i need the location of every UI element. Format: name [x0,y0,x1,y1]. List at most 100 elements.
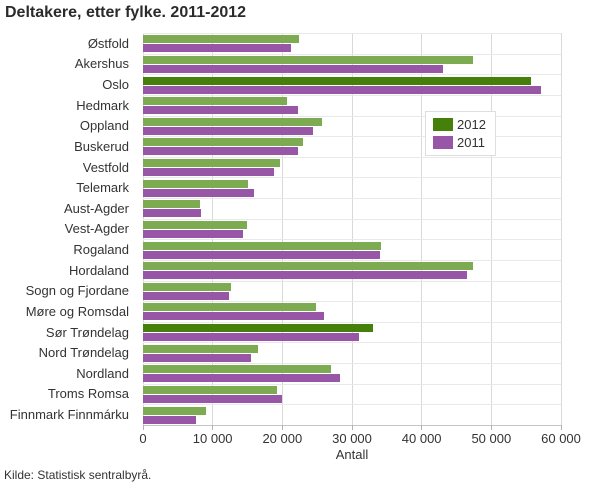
category-label: Telemark [76,180,129,196]
bar-2011[interactable] [143,374,341,383]
legend-swatch-icon [433,136,453,149]
bar-2011[interactable] [143,188,254,197]
chart-row [143,404,561,425]
x-axis-title: Antall [335,447,369,462]
bar-2012[interactable] [143,220,247,229]
category-axis-labels: Østfold Akershus Oslo Hedmark Oppland Buskeru… [0,33,136,425]
bar-2012[interactable] [143,282,231,291]
bar-2011[interactable] [143,64,444,73]
category-label: Sogn og Fjordane [25,283,129,299]
bar-2011[interactable] [143,333,359,342]
x-tick-mark [281,425,283,430]
legend-swatch-icon [433,118,453,131]
bar-2011[interactable] [143,85,541,94]
bar-2011[interactable] [143,147,299,156]
category-label: Østfold [87,35,129,51]
source-note: Kilde: Statistisk sentralbyrå. [4,468,152,482]
chart-row [143,53,561,75]
bar-2012[interactable] [143,55,473,64]
category-label: Hedmark [76,97,129,113]
legend-label: 2011 [457,135,485,150]
legend-label: 2012 [457,117,486,132]
bar-2012[interactable] [143,138,304,147]
gridline [351,33,353,425]
category-label: Finnmark Finnmárku [9,407,129,423]
category-label: Buskerud [74,138,129,154]
bar-2012[interactable] [143,262,473,271]
category-label: Møre og Romsdal [25,303,129,319]
bar-2011[interactable] [143,271,467,280]
bar-2012[interactable] [143,303,317,312]
x-tick-label: 30 000 [332,431,372,446]
bar-2011[interactable] [143,106,299,115]
category-label: Vest-Agder [64,221,129,237]
bar-2012[interactable] [143,344,258,353]
bar-2011[interactable] [143,394,283,403]
bar-2012[interactable] [143,179,248,188]
bar-2012[interactable] [143,76,532,85]
legend: 2012 2011 [425,111,496,156]
x-tick-mark [421,425,423,430]
chart-row [143,363,561,384]
chart-row [143,198,561,219]
bar-2012[interactable] [143,406,207,415]
chart-row [143,33,561,54]
legend-entry-2011[interactable]: 2011 [433,135,486,150]
gridline [421,33,423,425]
bar-2012[interactable] [143,385,278,394]
legend-entry-2012[interactable]: 2012 [433,117,486,132]
chart-row [143,94,561,116]
category-label: Hordaland [69,262,129,278]
bar-2011[interactable] [143,229,243,238]
chart-row [143,280,561,302]
x-tick-mark [142,425,144,430]
chart-row [143,321,561,343]
x-tick-label: 40 000 [401,431,442,446]
bar-2011[interactable] [143,353,251,362]
chart-row [143,383,561,405]
bar-2012[interactable] [143,97,287,106]
gridline [560,33,562,425]
x-tick-label: 10 000 [192,431,233,446]
x-tick-mark [351,425,353,430]
plot-area [142,33,562,426]
bar-rows [143,33,561,425]
bar-2011[interactable] [143,44,292,53]
x-axis: 0 10 000 20 000 30 000 40 000 50 000 60 000 [139,425,581,449]
bar-2012[interactable] [143,324,373,333]
bar-2011[interactable] [143,291,229,300]
chart-row [143,218,561,240]
category-label: Nord Trøndelag [38,345,129,361]
gridline [281,33,283,425]
chart-row [143,136,561,157]
bar-2012[interactable] [143,35,300,44]
chart-row [143,177,561,198]
x-tick-mark [212,425,214,430]
bar-2012[interactable] [143,200,201,209]
category-label: Akershus [74,56,129,72]
bar-2011[interactable] [143,415,196,424]
bar-2011[interactable] [143,209,201,218]
category-label: Vestfold [82,159,129,175]
bar-2012[interactable] [143,241,382,250]
bar-2012[interactable] [143,365,332,374]
bar-2012[interactable] [143,159,281,168]
chart-row [143,259,561,281]
x-tick-mark [560,425,562,430]
category-label: Oslo [102,77,129,93]
chart-row [143,301,561,322]
bar-2011[interactable] [143,168,274,177]
chart-row [143,74,561,95]
chart-row [143,342,561,363]
bar-2011[interactable] [143,126,313,135]
x-tick-label: 20 000 [262,431,303,446]
bar-2011[interactable] [143,250,380,259]
category-label: Rogaland [73,242,129,258]
category-label: Troms Romsa [47,386,129,402]
chart-row [143,115,561,137]
x-tick-mark [490,425,492,430]
bar-2011[interactable] [143,312,325,321]
chart-title: Deltakere, etter fylke. 2011-2012 [5,4,247,21]
bar-2012[interactable] [143,117,323,126]
